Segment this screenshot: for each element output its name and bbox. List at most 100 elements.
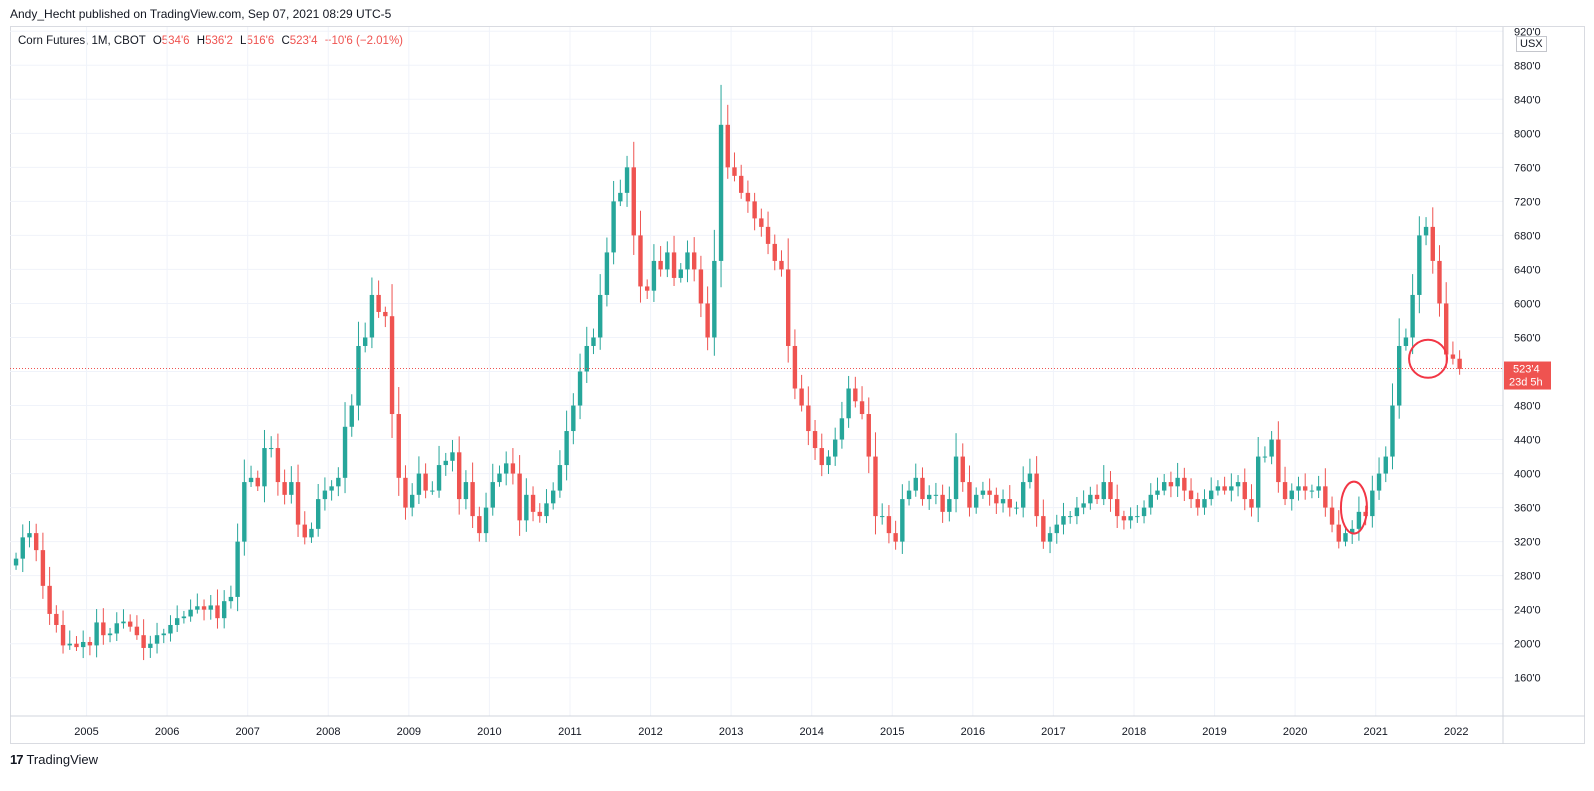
legend-symbol[interactable]: Corn Futures, 1M, CBOT [18, 35, 146, 47]
candle-up [490, 482, 495, 508]
candle-up [409, 494, 415, 508]
x-tick-label: 2013 [719, 726, 743, 738]
candle-down [1336, 524, 1341, 542]
candle-up [1410, 294, 1415, 338]
candle-down [1443, 303, 1449, 355]
tradingview-brand: TradingView [26, 752, 99, 767]
candle-down [873, 456, 878, 517]
candle-down [1094, 494, 1100, 500]
candle-up [94, 622, 99, 646]
candle-down [960, 456, 965, 483]
x-tick-label: 2010 [477, 726, 501, 738]
candle-down [1182, 477, 1187, 491]
candle-down [812, 431, 818, 449]
candle-up [1000, 499, 1006, 504]
candle-up [1148, 494, 1153, 508]
candle-up [67, 643, 72, 646]
candle-up [597, 294, 603, 338]
candle-down [920, 477, 925, 500]
candle-up [1027, 473, 1033, 483]
candle-down [456, 452, 462, 500]
candle-up [1403, 337, 1409, 346]
candles [13, 84, 1462, 661]
candle-down [806, 405, 811, 432]
candle-down [1450, 354, 1456, 359]
legend-close-label: C [281, 35, 290, 47]
candle-up [268, 448, 274, 450]
legend-close: 523'4 [289, 35, 318, 47]
y-tick-label: 720'0 [1514, 196, 1541, 208]
candle-up [1088, 494, 1093, 504]
candle-down [671, 252, 677, 278]
x-tick-label: 2014 [799, 726, 823, 738]
candle-down [1108, 482, 1113, 500]
candle-down [819, 448, 824, 466]
x-tick-label: 2011 [558, 726, 582, 738]
candle-down [658, 260, 663, 270]
candle-up [154, 635, 160, 644]
candle-up [591, 337, 596, 346]
candle-up [248, 477, 254, 483]
y-tick-label: 680'0 [1514, 230, 1541, 242]
candle-up [503, 463, 509, 474]
candle-up [846, 388, 851, 419]
candle-down [853, 388, 858, 402]
candle-down [1437, 260, 1442, 304]
candle-down [383, 311, 388, 317]
x-tick-label: 2012 [638, 726, 662, 738]
candle-down [859, 401, 865, 415]
y-tick-label: 240'0 [1514, 605, 1541, 617]
y-tick-label: 640'0 [1514, 264, 1541, 276]
candle-up [926, 494, 932, 500]
x-tick-label: 2022 [1444, 726, 1468, 738]
candle-up [900, 499, 905, 542]
candle-up [20, 537, 25, 559]
candle-up [161, 633, 166, 636]
candle-down [779, 260, 784, 270]
candle-up [1343, 533, 1348, 542]
candle-up [1229, 486, 1234, 491]
tradingview-mark-icon: 17 [10, 752, 24, 767]
candle-up [208, 605, 213, 610]
candle-up [289, 482, 294, 495]
tradingview-logo[interactable]: 17 TradingView [10, 752, 98, 767]
candle-down [1121, 516, 1127, 521]
candle-up [618, 192, 623, 202]
candle-up [27, 533, 32, 538]
candle-up [879, 516, 885, 518]
candle-up [651, 260, 657, 291]
candle-down [1114, 499, 1120, 517]
candle-up [369, 294, 375, 338]
candle-down [987, 490, 992, 495]
candle-up [1135, 516, 1140, 518]
candle-down [1430, 226, 1435, 261]
x-tick-label: 2016 [961, 726, 985, 738]
candle-down [1276, 439, 1281, 483]
candle-up [611, 201, 616, 253]
candle-up [1269, 439, 1274, 457]
y-tick-label: 560'0 [1514, 332, 1541, 344]
y-tick-label: 600'0 [1514, 298, 1541, 310]
candle-down [1222, 486, 1227, 491]
y-tick-label: 920'0 [1514, 26, 1541, 38]
candle-down [725, 124, 730, 168]
candle-up [832, 439, 838, 457]
candle-down [792, 345, 798, 389]
publisher-line: Andy_Hecht published on TradingView.com,… [10, 7, 392, 21]
currency-badge[interactable]: USX [1516, 36, 1547, 52]
candle-down [215, 605, 220, 619]
candle-down [1242, 482, 1247, 500]
candle-down [510, 463, 516, 474]
legend-open: 534'6 [161, 35, 190, 47]
candle-down [470, 482, 475, 517]
candle-up [624, 167, 630, 193]
candle-up [1296, 486, 1301, 491]
candle-up [13, 558, 19, 566]
candle-down [87, 641, 93, 646]
candle-up [577, 371, 583, 406]
candle-down [1168, 482, 1174, 487]
candle-down [74, 643, 79, 648]
x-tick-label: 2015 [880, 726, 904, 738]
